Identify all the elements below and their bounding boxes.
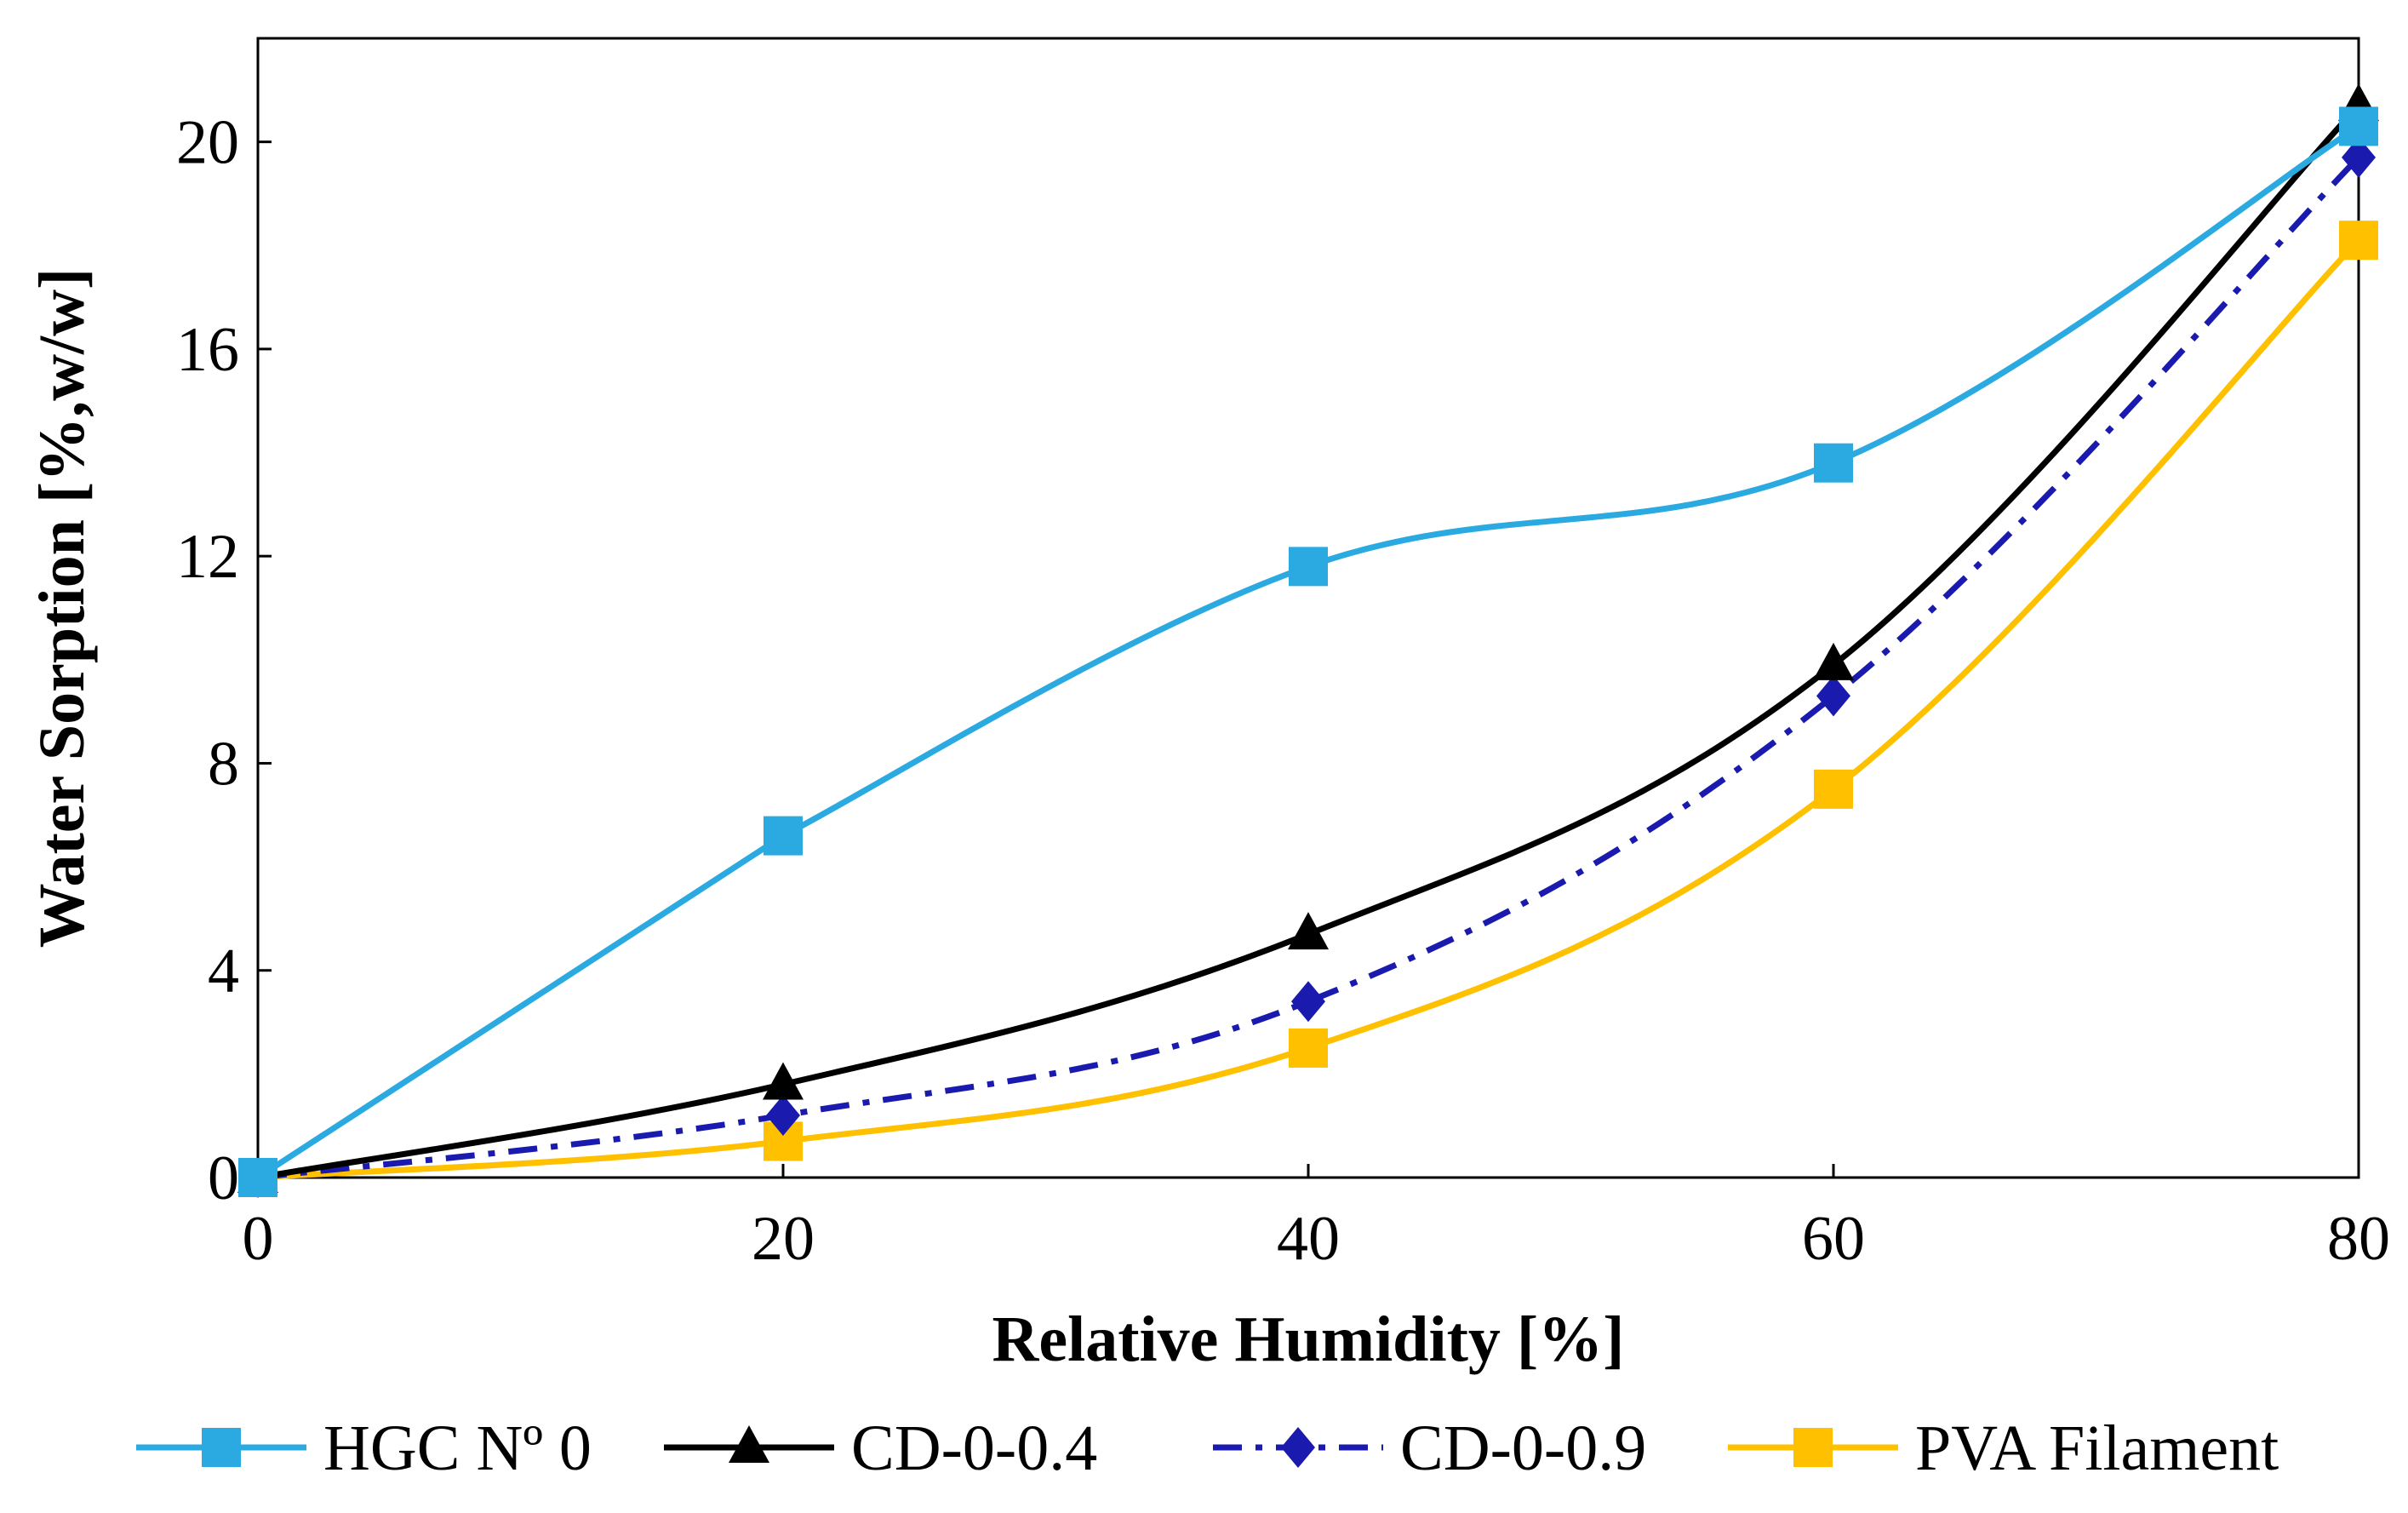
legend-marker bbox=[202, 1428, 241, 1467]
y-tick-label: 4 bbox=[208, 937, 239, 1006]
legend-item-cd-0-0-4: CD-0-0.4 bbox=[664, 1413, 1097, 1484]
legend-marker bbox=[1793, 1428, 1833, 1467]
series-hgc-n-0 bbox=[238, 106, 2378, 1197]
series-line-pva-filament bbox=[257, 238, 2361, 1181]
legend-item-pva-filament: PVA Filament bbox=[1728, 1413, 2279, 1484]
data-point-pva-filament bbox=[1289, 1028, 1328, 1068]
y-tick-label: 8 bbox=[208, 729, 239, 799]
data-point-cd-0-0-9 bbox=[1291, 981, 1325, 1023]
x-axis: 0 20 40 60 80 bbox=[243, 1164, 2390, 1274]
data-point-cd-0-0-9 bbox=[2342, 136, 2376, 178]
series-line-hgc-n-0 bbox=[256, 123, 2360, 1180]
legend-label: CD-0-0.9 bbox=[1400, 1413, 1646, 1484]
data-point-cd-0-0-4 bbox=[763, 1062, 804, 1100]
data-point-hgc-n-0 bbox=[238, 1158, 277, 1197]
y-tick-label: 12 bbox=[176, 522, 239, 592]
y-axis: 0 4 8 12 16 20 bbox=[176, 108, 272, 1213]
data-point-cd-0-0-4 bbox=[1813, 642, 1854, 680]
data-point-pva-filament bbox=[1814, 769, 1853, 809]
legend-label: HGC Nº 0 bbox=[323, 1413, 592, 1484]
y-axis-title: Water Sorption [%,w/w] bbox=[26, 268, 98, 948]
series-cd-0-0-4 bbox=[237, 83, 2379, 1193]
legend-marker bbox=[1281, 1427, 1315, 1468]
y-tick-label: 16 bbox=[176, 315, 239, 385]
data-point-pva-filament bbox=[2339, 221, 2378, 261]
x-tick-label: 0 bbox=[243, 1204, 274, 1274]
data-point-hgc-n-0 bbox=[2339, 106, 2378, 146]
data-point-hgc-n-0 bbox=[1814, 443, 1853, 483]
y-tick-label: 0 bbox=[208, 1143, 239, 1213]
x-tick-label: 80 bbox=[2327, 1204, 2390, 1274]
data-point-hgc-n-0 bbox=[764, 816, 803, 856]
series-pva-filament bbox=[238, 221, 2378, 1197]
legend-item-cd-0-0-9: CD-0-0.9 bbox=[1213, 1413, 1646, 1484]
series-line-cd-0-0-9 bbox=[257, 155, 2361, 1181]
legend-label: PVA Filament bbox=[1915, 1413, 2279, 1484]
data-point-cd-0-0-9 bbox=[766, 1095, 800, 1137]
data-point-cd-0-0-4 bbox=[1288, 912, 1329, 950]
y-tick-label: 20 bbox=[176, 108, 239, 178]
x-axis-title: Relative Humidity [%] bbox=[992, 1304, 1624, 1375]
legend-marker bbox=[729, 1425, 769, 1463]
x-tick-label: 40 bbox=[1277, 1204, 1340, 1274]
legend-item-hgc-n-0: HGC Nº 0 bbox=[136, 1413, 592, 1484]
x-tick-label: 20 bbox=[752, 1204, 815, 1274]
data-point-hgc-n-0 bbox=[1289, 547, 1328, 587]
legend: HGC Nº 0 CD-0-0.4 CD-0-0.9 PVA Filament bbox=[136, 1413, 2279, 1484]
series-layer bbox=[237, 83, 2379, 1198]
legend-label: CD-0-0.4 bbox=[851, 1413, 1097, 1484]
series-line-cd-0-0-4 bbox=[257, 103, 2361, 1181]
data-point-cd-0-0-9 bbox=[1816, 675, 1850, 717]
x-tick-label: 60 bbox=[1802, 1204, 1865, 1274]
